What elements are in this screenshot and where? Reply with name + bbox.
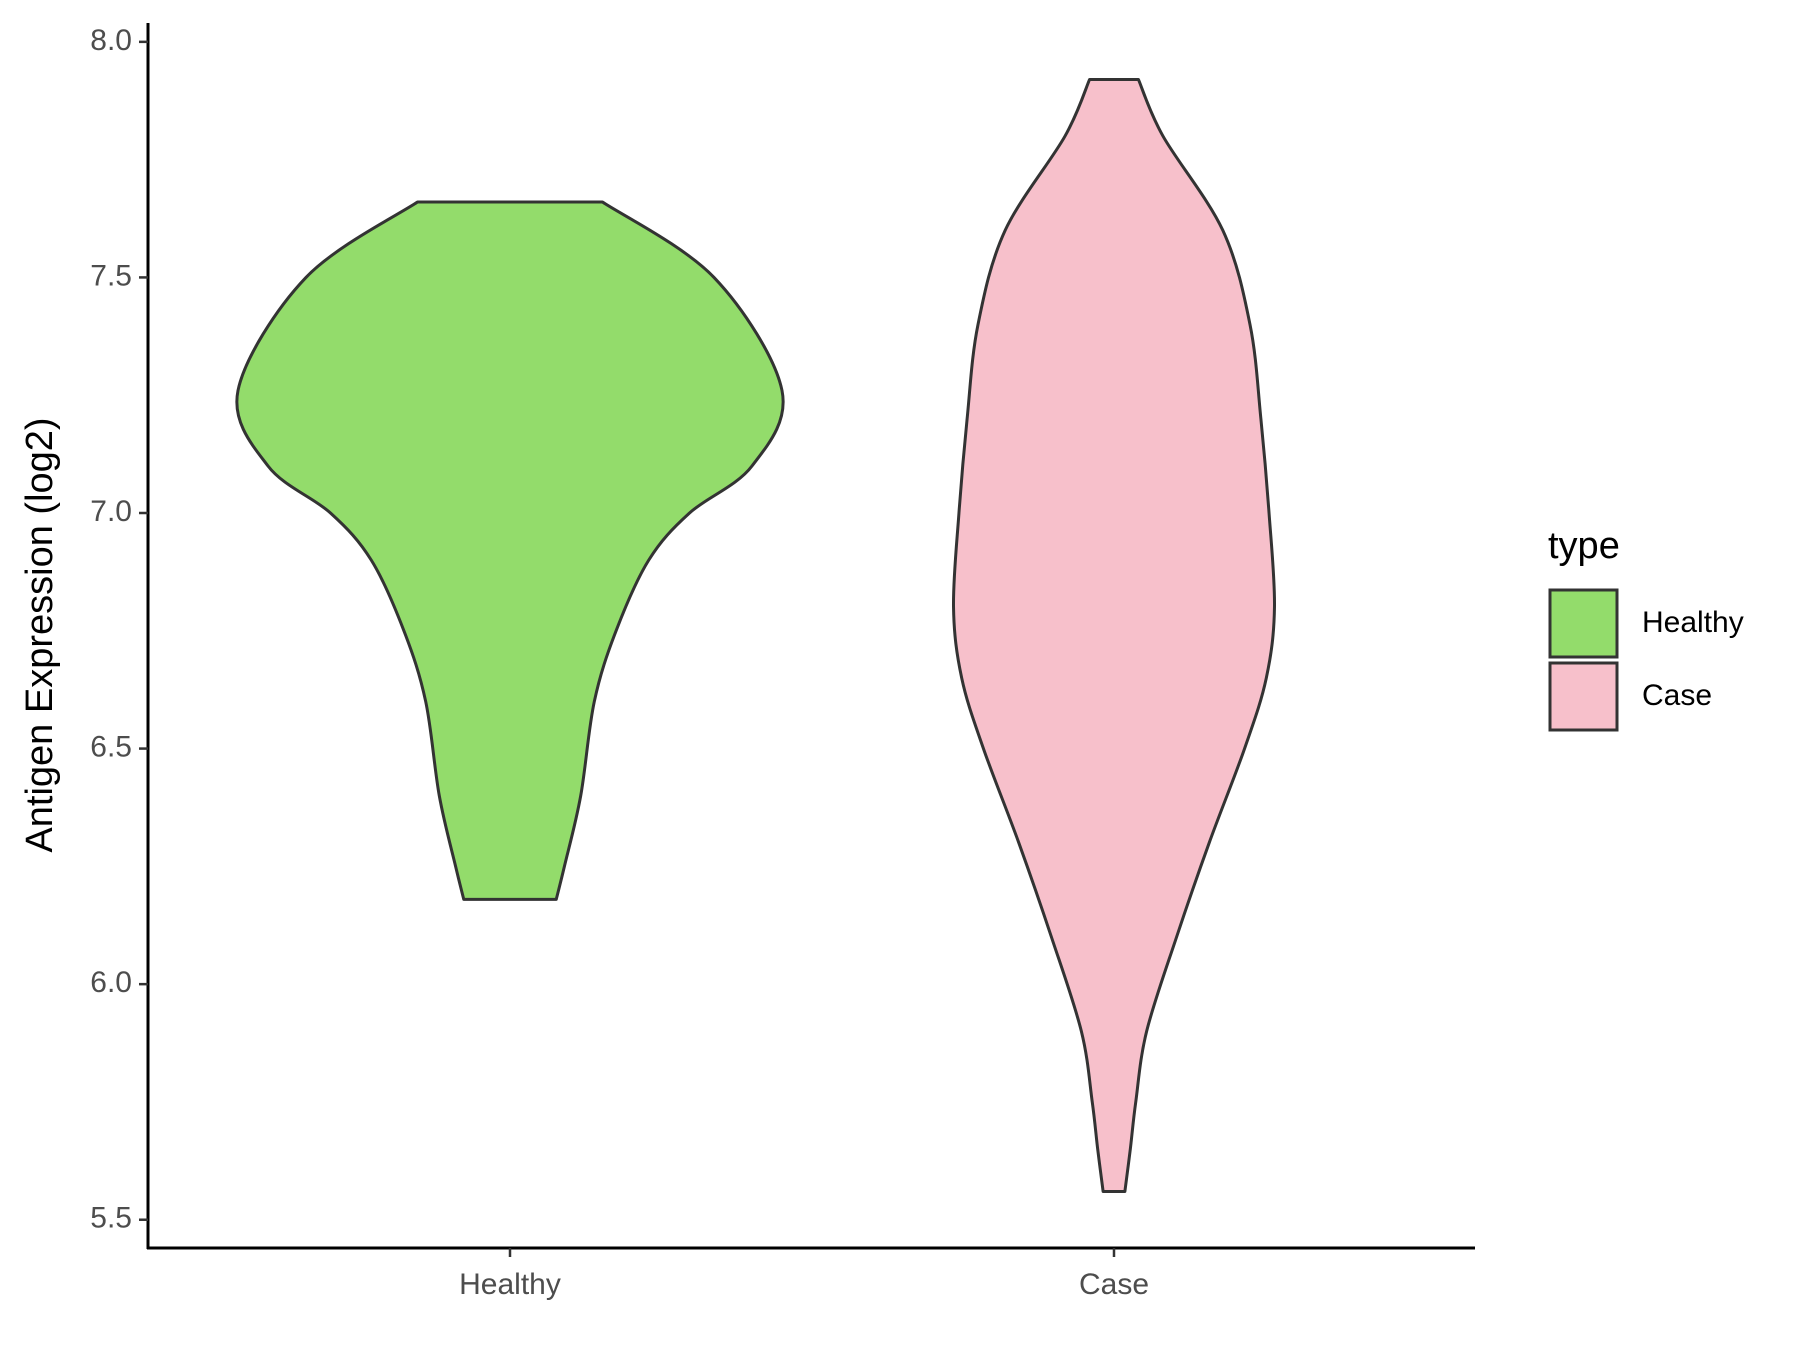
y-tick-label: 7.0 bbox=[90, 495, 132, 528]
legend-key bbox=[1548, 661, 1619, 732]
legend-text: Case bbox=[1642, 679, 1712, 712]
legend-key bbox=[1548, 588, 1619, 659]
x-tick-label: Healthy bbox=[459, 1268, 561, 1301]
y-tick-label: 7.5 bbox=[90, 259, 132, 292]
y-tick-label: 6.0 bbox=[90, 966, 132, 999]
legend-text: Healthy bbox=[1642, 606, 1744, 639]
y-tick-label: 8.0 bbox=[90, 24, 132, 57]
legend-title: type bbox=[1548, 525, 1620, 567]
violin bbox=[235, 200, 785, 901]
y-axis-title: Antigen Expression (log2) bbox=[19, 417, 61, 852]
y-tick-label: 6.5 bbox=[90, 730, 132, 763]
violin bbox=[952, 78, 1276, 1193]
x-tick-label: Case bbox=[1079, 1268, 1149, 1301]
y-tick-label: 5.5 bbox=[90, 1202, 132, 1235]
